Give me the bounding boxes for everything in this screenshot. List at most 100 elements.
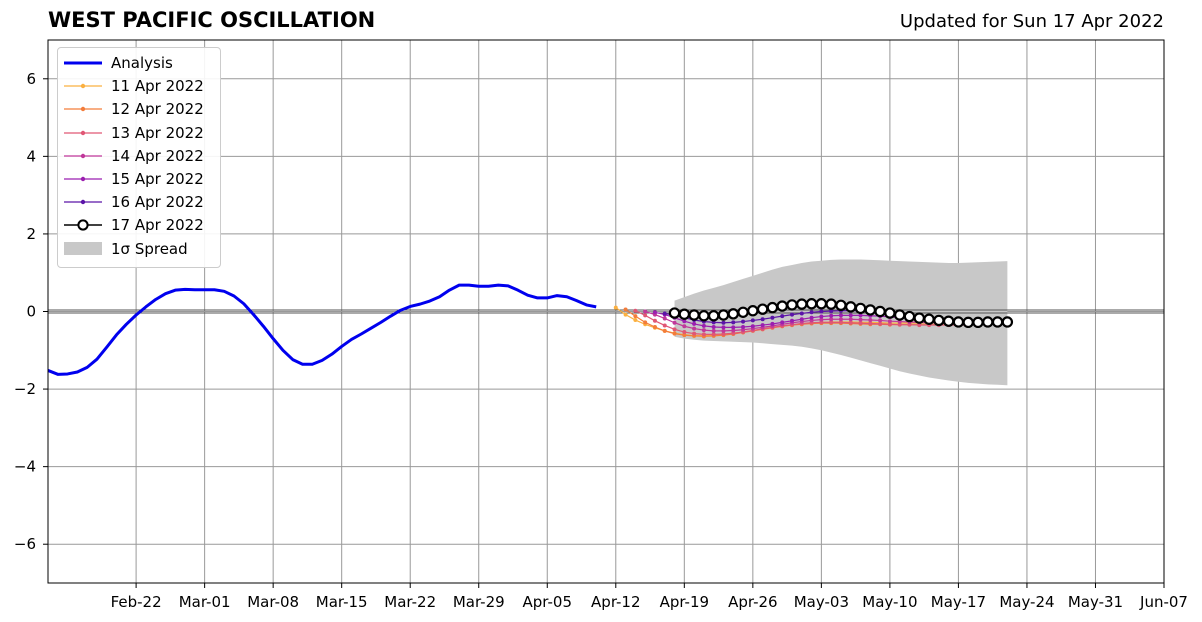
y-tick-label: 2 [26, 225, 36, 243]
forecast-point [727, 308, 739, 320]
forecast-point [809, 315, 814, 320]
x-tick-label: Mar-08 [247, 593, 299, 611]
forecast-point [819, 309, 824, 314]
legend-item: 16 Apr 2022 [58, 190, 220, 213]
forecast-point [721, 320, 726, 325]
legend-swatch [64, 199, 102, 205]
forecast-point [780, 314, 785, 319]
y-tick-label: −4 [14, 458, 36, 476]
legend-item: 17 Apr 2022 [58, 213, 220, 236]
legend-swatch-marker [80, 107, 86, 112]
x-tick-label: Apr-12 [591, 593, 641, 611]
x-tick-label: May-31 [1068, 593, 1123, 611]
forecast-point [819, 314, 824, 319]
forecast-point [662, 311, 667, 316]
forecast-point [701, 323, 706, 328]
forecast-point [623, 312, 628, 317]
forecast-point [913, 312, 925, 324]
forecast-point [623, 307, 628, 312]
forecast-point [858, 321, 863, 326]
legend-swatch [64, 153, 102, 158]
forecast-point [854, 302, 867, 315]
forecast-point [672, 320, 677, 325]
legend-swatch [64, 61, 102, 65]
legend-swatch [64, 83, 102, 89]
forecast-point [878, 321, 883, 326]
forecast-point [633, 314, 638, 319]
forecast-point [972, 316, 984, 329]
x-tick-label: Mar-22 [384, 593, 436, 611]
forecast-point [688, 309, 700, 321]
forecast-point [613, 305, 618, 310]
legend-label: 16 Apr 2022 [111, 193, 204, 212]
y-tick-label: 4 [26, 147, 36, 165]
forecast-point [848, 320, 853, 325]
forecast-point [838, 313, 843, 318]
forecast-point [756, 303, 769, 315]
forecast-point [884, 307, 896, 319]
legend-label: 13 Apr 2022 [111, 123, 204, 142]
forecast-point [887, 319, 892, 324]
forecast-point [848, 317, 853, 322]
forecast-point [701, 328, 706, 333]
forecast-point [652, 325, 657, 330]
forecast-point [643, 313, 648, 318]
forecast-point [682, 330, 687, 335]
forecast-point [672, 327, 677, 332]
forecast-point [825, 298, 837, 310]
legend-swatch-marker [80, 83, 86, 89]
forecast-point [643, 309, 648, 314]
forecast-point [711, 325, 716, 330]
chart-title: WEST PACIFIC OSCILLATION [48, 8, 376, 32]
legend-item: 12 Apr 2022 [58, 97, 220, 120]
forecast-point [923, 313, 935, 325]
forecast-point [805, 298, 818, 310]
legend-label: 14 Apr 2022 [111, 146, 204, 165]
x-axis-ticks: Feb-22 Mar-01 Mar-08 Mar-15 Mar-22 Mar-29 Apr-… [111, 583, 1188, 611]
forecast-point [893, 309, 906, 321]
forecast-point [678, 308, 691, 320]
x-tick-label: Jun-07 [1139, 593, 1188, 611]
x-tick-label: Apr-05 [523, 593, 573, 611]
legend-swatch-marker [77, 219, 89, 231]
x-tick-label: May-10 [862, 593, 917, 611]
forecast-point [721, 328, 726, 333]
forecast-point [952, 316, 965, 328]
y-tick-label: 0 [26, 303, 36, 321]
forecast-point [848, 313, 853, 318]
grid [48, 40, 1164, 583]
forecast-point [770, 321, 775, 326]
forecast-point [682, 324, 687, 329]
legend-swatch-marker [80, 153, 86, 158]
forecast-point [838, 317, 843, 322]
forecast-point [737, 306, 749, 318]
forecast-series [668, 298, 1014, 329]
legend-label: Analysis [111, 54, 173, 72]
legend-label: 1σ Spread [111, 239, 188, 258]
forecast-point [858, 317, 863, 322]
forecast-point [707, 310, 720, 322]
forecast-point [698, 310, 710, 322]
forecast-point [662, 323, 667, 328]
forecast-point [711, 332, 716, 337]
forecast-point [845, 301, 857, 313]
forecast-point [692, 326, 697, 331]
forecast-point [868, 318, 873, 323]
forecast-point [750, 318, 755, 323]
x-tick-label: Feb-22 [111, 593, 162, 611]
legend-swatch [64, 130, 102, 135]
forecast-point [668, 307, 681, 319]
forecast-point [786, 299, 798, 311]
legend-label: 11 Apr 2022 [111, 77, 204, 96]
forecast-point [731, 325, 736, 330]
legend-item: 15 Apr 2022 [58, 167, 220, 190]
forecast-point [829, 313, 834, 318]
forecast-point [829, 317, 834, 322]
forecast-point [682, 319, 687, 324]
forecast-point [633, 308, 638, 313]
analysis-line [47, 283, 597, 376]
legend-item: 13 Apr 2022 [58, 121, 220, 144]
forecast-point [770, 315, 775, 320]
y-tick-label: 6 [26, 70, 36, 88]
forecast-point [829, 309, 834, 314]
